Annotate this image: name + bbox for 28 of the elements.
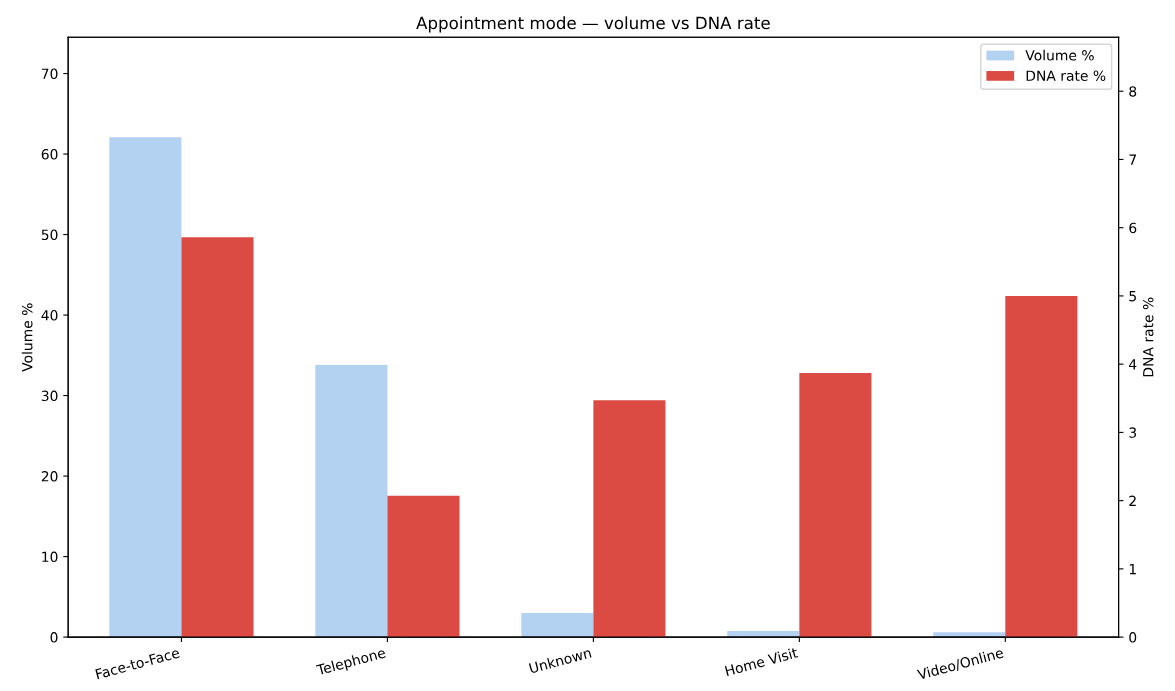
y2-tick-label: 6: [1129, 222, 1137, 234]
y2-tick-label: 2: [1129, 495, 1136, 506]
x-tick-label: Unknown: [528, 647, 592, 674]
bar: [593, 400, 666, 638]
y-tick-label: 60: [41, 149, 58, 160]
bar: [521, 612, 594, 638]
y-tick-label: 50: [41, 229, 58, 241]
y2-tick-label: 7: [1129, 154, 1136, 165]
y2-tick-label: 4: [1129, 359, 1137, 370]
y-tick-label: 30: [41, 390, 58, 402]
y2-tick-label: 0: [1129, 632, 1137, 643]
y2-axis-title: DNA rate %: [1142, 297, 1154, 377]
y-tick-label: 20: [41, 471, 58, 482]
y-tick-label: 40: [41, 310, 58, 321]
y2-tick-label: 1: [1129, 564, 1136, 575]
bar: [1005, 295, 1078, 638]
x-tick-label: Home Visit: [724, 646, 799, 677]
bar: [799, 373, 872, 638]
y2-tick-label: 8: [1129, 86, 1137, 97]
chart-title: Appointment mode — volume vs DNA rate: [416, 16, 770, 33]
legend-label: Volume %: [1025, 49, 1094, 61]
y2-tick-label: 3: [1129, 427, 1137, 438]
y-tick-label: 0: [50, 632, 58, 643]
y-tick-label: 70: [41, 68, 58, 80]
y-tick-label: 10: [42, 551, 58, 563]
y-axis-title: Volume %: [21, 303, 33, 372]
y2-tick-label: 5: [1129, 291, 1136, 302]
legend-label: DNA rate %: [1026, 70, 1106, 81]
